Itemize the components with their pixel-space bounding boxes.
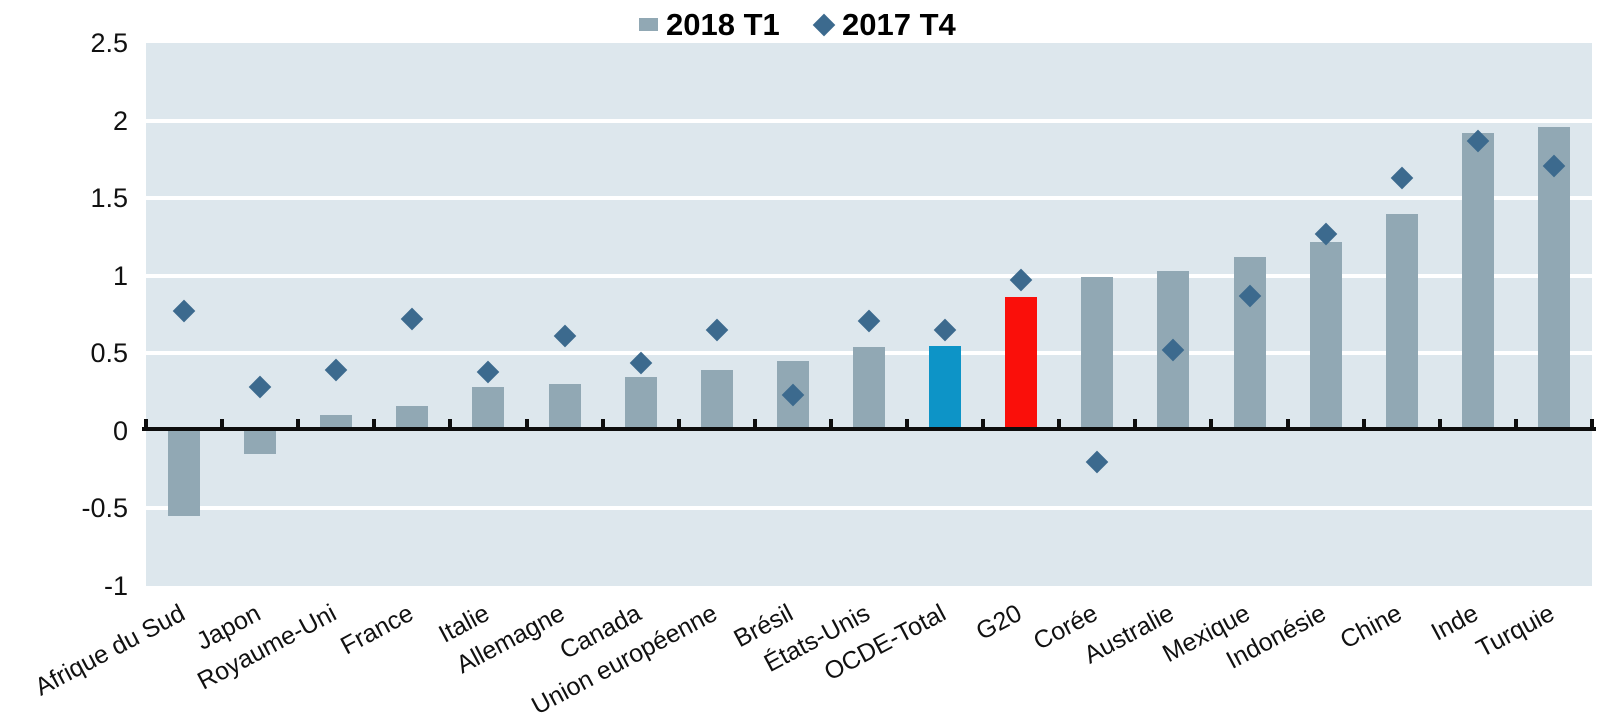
x-axis-line: [142, 426, 1596, 431]
bar-France: [396, 406, 429, 431]
x-axis-tick: [1513, 418, 1518, 431]
bar-Chine: [1385, 213, 1418, 431]
bar-Turquie: [1537, 126, 1570, 431]
legend-diamond-swatch-icon: [812, 13, 836, 37]
bar-États-Unis: [853, 347, 885, 431]
bar-Italie: [472, 387, 505, 431]
bar-OCDE-Total: [929, 345, 962, 431]
x-axis-tick: [524, 418, 529, 431]
gridline-y--0.5: [146, 506, 1592, 511]
x-axis-tick: [676, 418, 681, 431]
x-axis-tick: [220, 418, 225, 431]
x-axis-label-G20: G20: [971, 599, 1027, 646]
chart-legend: 2018 T1 2017 T4: [0, 4, 1600, 48]
x-axis-label-Chine: Chine: [1336, 599, 1407, 655]
x-axis-tick: [1590, 418, 1594, 431]
gridline-y-2: [146, 118, 1592, 123]
x-axis-tick: [981, 418, 986, 431]
x-axis-tick: [1437, 418, 1442, 431]
bar-Mexique: [1233, 257, 1266, 431]
y-axis-label-1: 1: [112, 260, 128, 291]
y-axis-label-0.5: 0.5: [90, 338, 128, 369]
bar-Inde: [1461, 132, 1494, 431]
bar-Union européenne: [700, 370, 733, 431]
x-axis-tick: [1209, 418, 1214, 431]
legend-bar-swatch-icon: [639, 18, 658, 31]
x-axis-label-Turquie: Turquie: [1471, 599, 1560, 664]
x-axis-tick: [1285, 418, 1290, 431]
x-axis-label-France: France: [335, 599, 418, 661]
bar-Japon: [244, 430, 277, 455]
x-axis-tick: [828, 418, 833, 431]
x-axis-tick: [372, 418, 377, 431]
x-axis-tick: [448, 418, 453, 431]
bar-Indonésie: [1309, 241, 1342, 431]
bar-Canada: [624, 376, 657, 431]
x-axis-tick: [1133, 418, 1138, 431]
bar-Afrique du Sud: [168, 430, 201, 517]
bar-Corée: [1081, 277, 1114, 431]
x-axis-tick: [905, 418, 910, 431]
x-axis-label-Afrique du Sud: Afrique du Sud: [30, 599, 190, 702]
legend-label-2018-t1: 2018 T1: [666, 7, 780, 42]
x-axis-tick: [1361, 418, 1366, 431]
y-axis-label-0: 0: [112, 415, 128, 446]
y-axis-label--1: -1: [103, 571, 128, 601]
gridline-y-1: [146, 273, 1592, 278]
y-axis-label--0.5: -0.5: [81, 493, 128, 524]
x-axis-tick: [752, 418, 757, 431]
y-axis-label-2: 2: [112, 105, 128, 136]
x-axis-tick: [144, 418, 148, 431]
bar-Allemagne: [548, 384, 581, 431]
legend-label-2017-t4: 2017 T4: [842, 7, 956, 42]
x-axis-tick: [296, 418, 301, 431]
y-axis-label-2.5: 2.5: [90, 28, 128, 58]
gridline-y-1.5: [146, 196, 1592, 201]
bar-G20: [1005, 297, 1038, 431]
x-axis-tick: [1057, 418, 1062, 431]
y-axis-label-1.5: 1.5: [90, 183, 128, 214]
x-axis-tick: [600, 418, 605, 431]
